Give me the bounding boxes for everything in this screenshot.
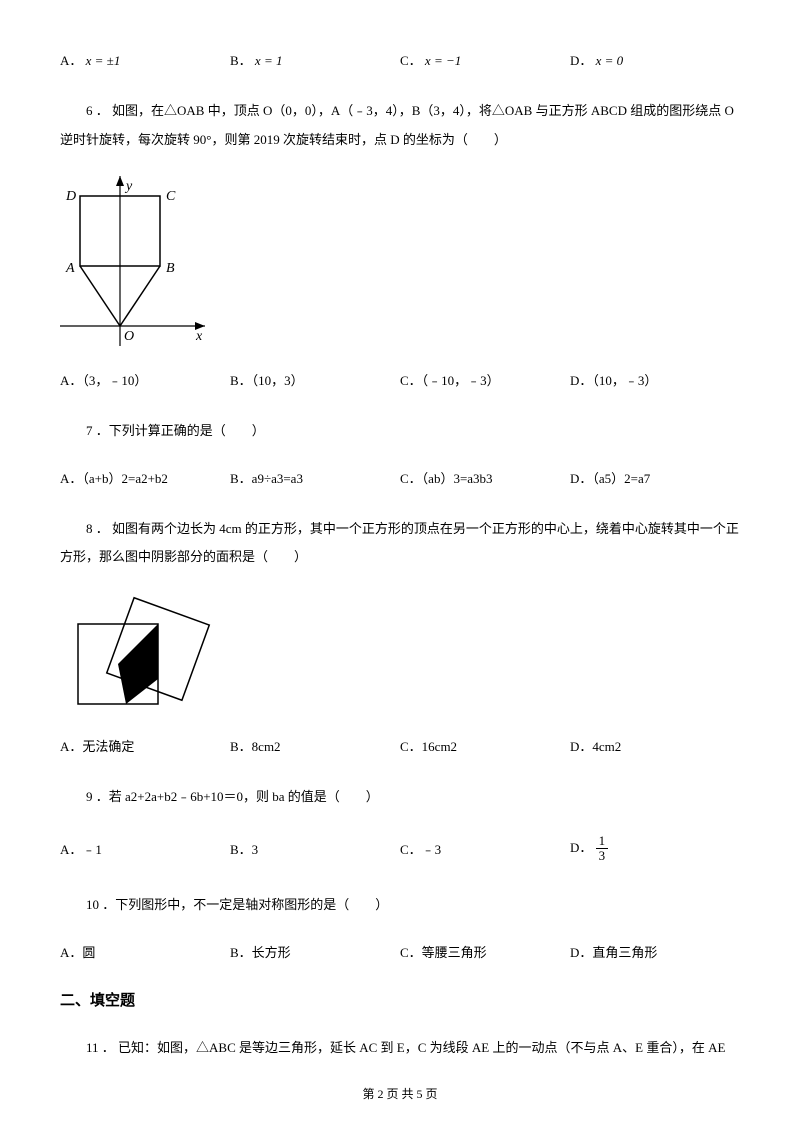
q11-text: 11 ． 已知：如图，△ABC 是等边三角形，延长 AC 到 E，C 为线段 A… [60,1034,740,1063]
opt-label: C． [400,53,422,68]
opt-label: A． [60,53,82,68]
q8-option-d: D．4cm2 [570,736,740,755]
q10-option-d: D．直角三角形 [570,942,740,961]
q6-text: 6 ． 如图，在△OAB 中，顶点 O（0，0），A（﹣3，4），B（3，4），… [60,97,740,154]
label-y: y [124,179,133,194]
q9-option-b: B．3 [230,839,400,858]
q6-option-a: A．（3，﹣10） [60,370,230,389]
q6-option-b: B．（10，3） [230,370,400,389]
q5-option-c: C． x = −1 [400,50,570,69]
opt-text: x = −1 [425,53,461,68]
q7-option-b: B．a9÷a3=a3 [230,468,400,487]
q10-option-a: A．圆 [60,942,230,961]
q7-option-c: C．（ab）3=a3b3 [400,468,570,487]
label-o: O [124,329,134,344]
opt-label: B． [230,53,252,68]
q9-options: A．﹣1 B．3 C．﹣3 D． 1 3 [60,834,740,864]
q7-option-a: A．（a+b）2=a2+b2 [60,468,230,487]
q9-text: 9 ．若 a2+2a+b2﹣6b+10＝0，则 ba 的值是（ ） [60,783,740,812]
q5-option-b: B． x = 1 [230,50,400,69]
q8-options: A．无法确定 B．8cm2 C．16cm2 D．4cm2 [60,736,740,755]
q6-graph-svg: D C A B O x y [60,176,208,348]
q10-option-b: B．长方形 [230,942,400,961]
q10-options: A．圆 B．长方形 C．等腰三角形 D．直角三角形 [60,942,740,961]
opt-prefix: D． [570,839,592,854]
q9-option-c: C．﹣3 [400,839,570,858]
q8-text: 8 ． 如图有两个边长为 4cm 的正方形，其中一个正方形的顶点在另一个正方形的… [60,515,740,572]
label-x: x [195,329,203,344]
q5-option-a: A． x = ±1 [60,50,230,69]
q10-text: 10 ．下列图形中，不一定是轴对称图形的是（ ） [60,891,740,920]
label-c: C [166,189,176,204]
q10-option-c: C．等腰三角形 [400,942,570,961]
q8-figure [60,594,740,718]
q8-option-a: A．无法确定 [60,736,230,755]
q7-options: A．（a+b）2=a2+b2 B．a9÷a3=a3 C．（ab）3=a3b3 D… [60,468,740,487]
q6-options: A．（3，﹣10） B．（10，3） C．（﹣10，﹣3） D．（10，﹣3） [60,370,740,389]
q7-option-d: D．（a5）2=a7 [570,468,740,487]
q9-option-a: A．﹣1 [60,839,230,858]
opt-text: x = 1 [255,53,283,68]
q5-option-d: D． x = 0 [570,50,740,69]
q5-options: A． x = ±1 B． x = 1 C． x = −1 D． x = 0 [60,50,740,69]
opt-text: x = ±1 [86,53,121,68]
opt-label: D． [570,53,592,68]
q8-option-c: C．16cm2 [400,736,570,755]
q8-squares-svg [60,594,230,714]
section2-title: 二、填空题 [60,989,740,1010]
page-footer: 第 2 页 共 5 页 [0,1085,800,1102]
label-d: D [65,189,76,204]
opt-text: x = 0 [596,53,624,68]
q6-option-d: D．（10，﹣3） [570,370,740,389]
fraction: 1 3 [596,834,609,864]
fraction-den: 3 [596,849,609,863]
q6-figure: D C A B O x y [60,176,740,352]
label-a: A [65,261,75,276]
q6-option-c: C．（﹣10，﹣3） [400,370,570,389]
q8-option-b: B．8cm2 [230,736,400,755]
fraction-num: 1 [596,834,609,849]
q9-option-d: D． 1 3 [570,834,740,864]
label-b: B [166,261,175,276]
q7-text: 7 ．下列计算正确的是（ ） [60,417,740,446]
